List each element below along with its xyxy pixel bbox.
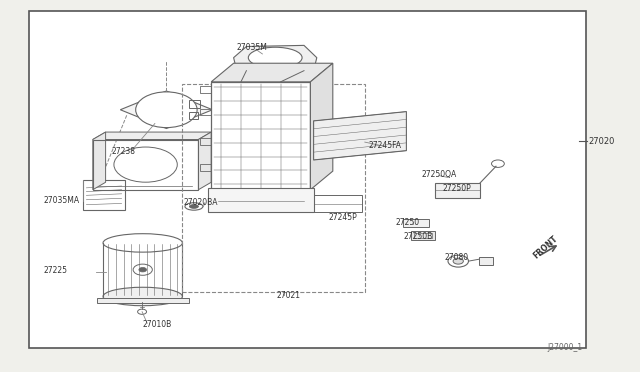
Bar <box>29 11 586 348</box>
Polygon shape <box>211 63 333 82</box>
Text: 27250P: 27250P <box>443 185 472 193</box>
Text: 27080: 27080 <box>445 253 469 262</box>
Text: 27021: 27021 <box>276 291 301 300</box>
Bar <box>93 140 198 190</box>
Bar <box>403 219 429 227</box>
Bar <box>411 231 435 240</box>
Polygon shape <box>314 112 406 160</box>
Text: 27035MA: 27035MA <box>44 196 79 205</box>
Text: 27250QA: 27250QA <box>422 170 457 179</box>
Text: J27000_1: J27000_1 <box>547 343 582 352</box>
Bar <box>435 183 480 198</box>
Polygon shape <box>310 63 333 190</box>
Polygon shape <box>93 132 106 190</box>
Bar <box>200 138 211 145</box>
Bar <box>200 164 211 171</box>
Text: 27238: 27238 <box>112 147 136 155</box>
Text: 27010B: 27010B <box>142 320 172 329</box>
Ellipse shape <box>136 92 197 128</box>
Ellipse shape <box>248 47 302 68</box>
Bar <box>200 109 211 115</box>
Bar <box>208 188 314 212</box>
Ellipse shape <box>139 267 147 272</box>
Bar <box>479 257 493 265</box>
Polygon shape <box>93 132 211 140</box>
Bar <box>414 232 432 238</box>
Bar <box>182 84 365 292</box>
Bar <box>97 298 189 303</box>
Bar <box>83 180 125 210</box>
Text: 27250B: 27250B <box>403 232 433 241</box>
Text: FRONT: FRONT <box>531 234 559 260</box>
Polygon shape <box>120 91 212 128</box>
Text: 27225: 27225 <box>44 266 68 275</box>
Text: 27020BA: 27020BA <box>183 198 218 207</box>
Text: 27245P: 27245P <box>329 213 358 222</box>
Text: 27250: 27250 <box>396 218 420 227</box>
Ellipse shape <box>453 258 463 264</box>
Bar <box>211 82 310 190</box>
Text: 27245FA: 27245FA <box>369 141 402 150</box>
Text: 27020: 27020 <box>589 137 615 146</box>
Bar <box>200 86 211 93</box>
Polygon shape <box>234 45 317 71</box>
Text: 27035M: 27035M <box>237 43 268 52</box>
Polygon shape <box>198 132 211 190</box>
Bar <box>189 100 200 108</box>
Bar <box>189 112 198 119</box>
Ellipse shape <box>189 205 198 208</box>
Bar <box>314 195 362 212</box>
Ellipse shape <box>103 287 182 306</box>
